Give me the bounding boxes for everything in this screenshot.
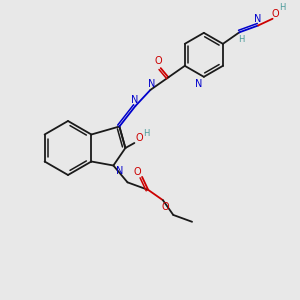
Text: N: N [195, 79, 203, 89]
Text: H: H [238, 35, 244, 44]
Text: N: N [148, 79, 155, 89]
Text: H: H [279, 3, 286, 12]
Text: O: O [161, 202, 169, 212]
Text: N: N [254, 14, 262, 23]
Text: N: N [131, 95, 138, 105]
Text: O: O [272, 9, 279, 19]
Text: O: O [136, 133, 143, 143]
Text: O: O [155, 56, 163, 66]
Text: N: N [116, 166, 123, 176]
Text: O: O [133, 167, 141, 177]
Text: H: H [143, 128, 150, 137]
